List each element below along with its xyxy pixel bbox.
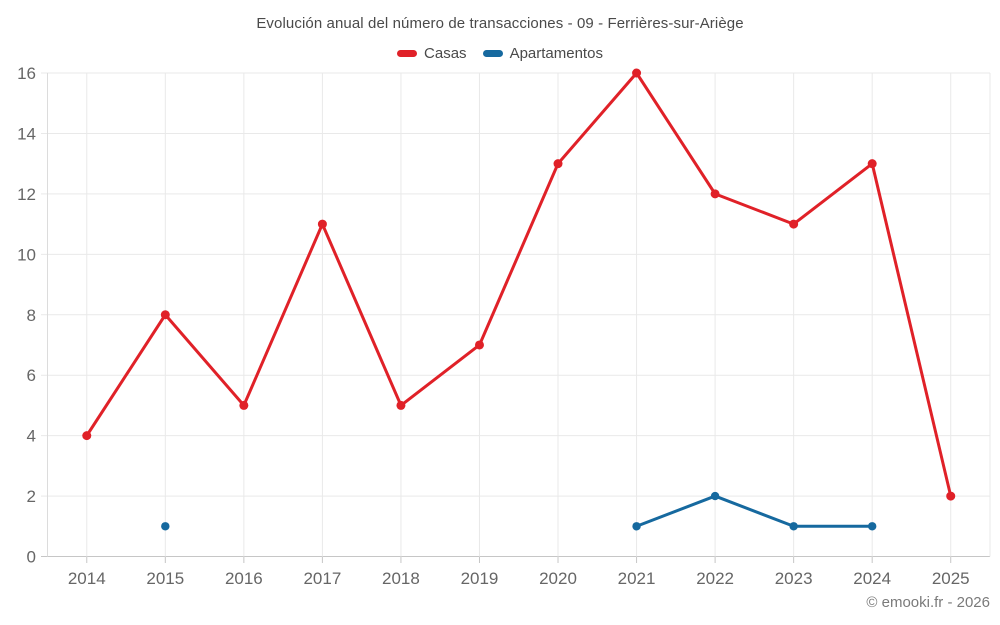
data-point-casas-2019[interactable] bbox=[474, 340, 484, 350]
x-axis-label-2018: 2018 bbox=[382, 569, 420, 588]
x-axis-label-2017: 2017 bbox=[303, 569, 341, 588]
data-point-casas-2025[interactable] bbox=[946, 491, 956, 501]
chart-legend: Casas Apartamentos bbox=[0, 45, 1000, 62]
data-point-casas-2017[interactable] bbox=[317, 219, 327, 229]
x-axis-label-2020: 2020 bbox=[539, 569, 577, 588]
y-axis-label-0: 0 bbox=[27, 548, 36, 567]
data-point-casas-2015[interactable] bbox=[160, 310, 170, 320]
data-point-casas-2020[interactable] bbox=[553, 159, 563, 169]
data-point-apartamentos-2022[interactable] bbox=[710, 491, 720, 501]
y-axis-label-16: 16 bbox=[17, 64, 36, 83]
y-axis-label-14: 14 bbox=[17, 124, 36, 143]
series-line-apartamentos bbox=[635, 494, 874, 528]
legend-label-apartamentos: Apartamentos bbox=[509, 45, 603, 62]
y-axis-label-10: 10 bbox=[17, 245, 36, 264]
x-axis-label-2022: 2022 bbox=[696, 569, 734, 588]
y-axis-label-2: 2 bbox=[27, 487, 36, 506]
data-point-casas-2014[interactable] bbox=[82, 431, 92, 441]
data-point-apartamentos-2021[interactable] bbox=[632, 522, 641, 531]
data-point-apartamentos-2023[interactable] bbox=[789, 522, 798, 531]
legend-item-apartamentos[interactable]: Apartamentos bbox=[482, 45, 603, 62]
y-axis-label-4: 4 bbox=[27, 427, 36, 446]
chart-title: Evolución anual del número de transaccio… bbox=[256, 15, 744, 32]
x-axis-label-2021: 2021 bbox=[618, 569, 656, 588]
x-axis-label-2019: 2019 bbox=[461, 569, 499, 588]
data-point-casas-2018[interactable] bbox=[396, 400, 406, 410]
data-point-casas-2021[interactable] bbox=[632, 68, 642, 78]
y-axis-label-12: 12 bbox=[17, 185, 36, 204]
x-axis-label-2023: 2023 bbox=[775, 569, 813, 588]
data-point-apartamentos-2024[interactable] bbox=[867, 522, 877, 531]
y-axis-label-6: 6 bbox=[27, 366, 36, 385]
series-line-casas bbox=[85, 71, 953, 498]
y-axis-label-8: 8 bbox=[27, 306, 36, 325]
data-point-casas-2024[interactable] bbox=[867, 159, 877, 169]
x-axis-label-2016: 2016 bbox=[225, 569, 263, 588]
data-point-casas-2023[interactable] bbox=[789, 219, 799, 229]
data-point-casas-2016[interactable] bbox=[239, 400, 249, 410]
legend-label-casas: Casas bbox=[424, 45, 467, 62]
data-point-casas-2022[interactable] bbox=[710, 189, 720, 199]
x-axis-label-2014: 2014 bbox=[68, 569, 106, 588]
x-axis-label-2024: 2024 bbox=[853, 569, 891, 588]
x-axis-label-2015: 2015 bbox=[146, 569, 184, 588]
legend-swatch-casas bbox=[397, 50, 418, 57]
legend-item-casas[interactable]: Casas bbox=[397, 45, 467, 62]
data-point-apartamentos-2015[interactable] bbox=[161, 522, 170, 531]
x-axis-label-2025: 2025 bbox=[932, 569, 970, 588]
attribution: © emooki.fr - 2026 bbox=[866, 594, 990, 611]
legend-swatch-apartamentos bbox=[482, 50, 503, 57]
